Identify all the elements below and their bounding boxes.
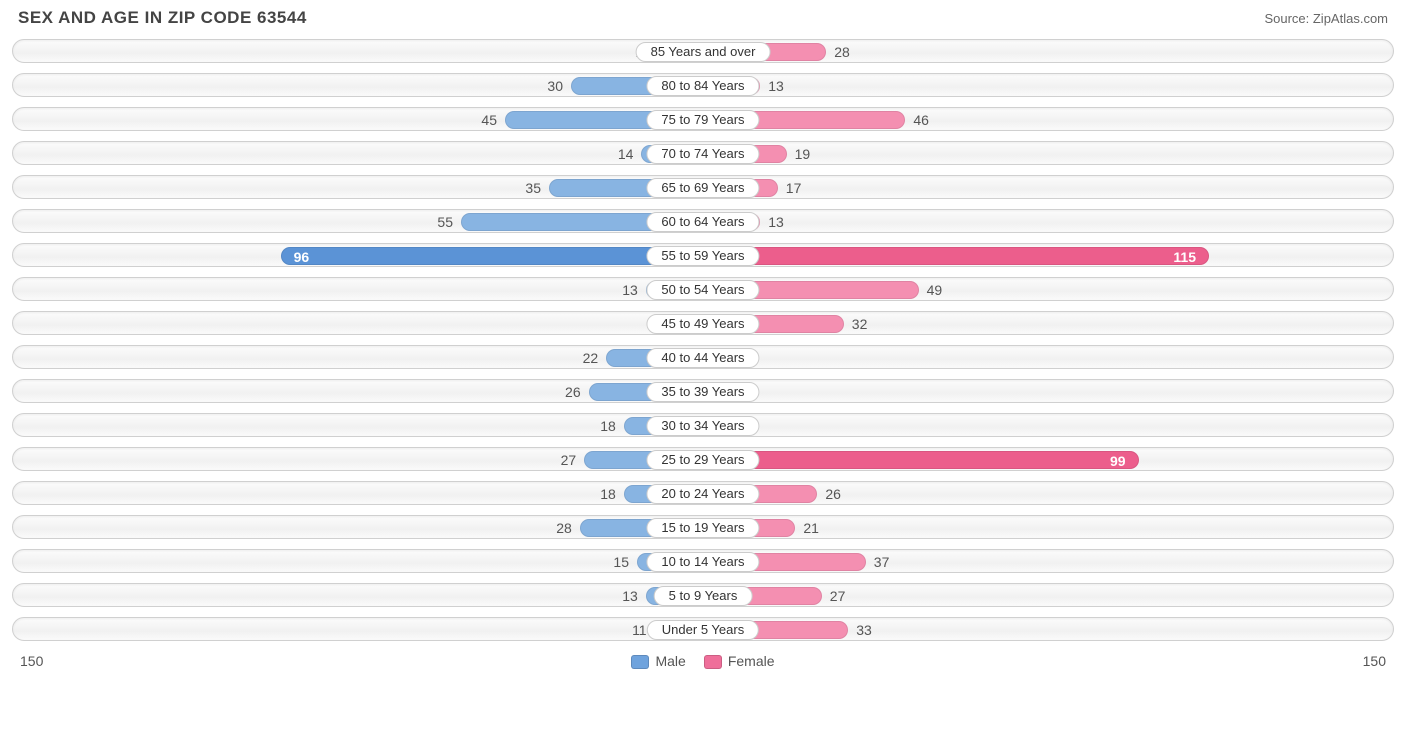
age-group-label: 80 to 84 Years — [646, 76, 759, 96]
female-value: 32 — [852, 312, 868, 336]
age-group-label: 5 to 9 Years — [654, 586, 753, 606]
male-value: 18 — [600, 482, 616, 506]
male-value: 11 — [632, 618, 647, 642]
age-group-label: 55 to 59 Years — [646, 246, 759, 266]
age-group-label: 45 to 49 Years — [646, 314, 759, 334]
age-row-track: 13 49 50 to 54 Years — [12, 277, 1394, 301]
male-value: 35 — [525, 176, 541, 200]
age-row-track: 22240 to 44 Years — [12, 345, 1394, 369]
male-value: 13 — [622, 584, 638, 608]
age-row-track: 102885 Years and over — [12, 39, 1394, 63]
female-value: 21 — [803, 516, 819, 540]
male-value: 26 — [565, 380, 581, 404]
legend-female: Female — [704, 653, 775, 669]
age-group-label: 70 to 74 Years — [646, 144, 759, 164]
age-row-track: 11 33 Under 5 Years — [12, 617, 1394, 641]
age-row-track: 18430 to 34 Years — [12, 413, 1394, 437]
male-value: 55 — [437, 210, 453, 234]
female-value: 13 — [768, 74, 784, 98]
chart-area: 102885 Years and over301380 to 84 Years4… — [12, 39, 1394, 641]
age-group-label: 35 to 39 Years — [646, 382, 759, 402]
legend-male: Male — [631, 653, 685, 669]
male-value: 27 — [561, 448, 577, 472]
male-value: 28 — [556, 516, 572, 540]
age-row-track: 96 115 55 to 59 Years — [12, 243, 1394, 267]
age-row-track: 73245 to 49 Years — [12, 311, 1394, 335]
age-row-track: 13 27 5 to 9 Years — [12, 583, 1394, 607]
age-group-label: 10 to 14 Years — [646, 552, 759, 572]
legend-male-label: Male — [655, 653, 685, 669]
female-value: 19 — [795, 142, 811, 166]
male-value: 18 — [600, 414, 616, 438]
female-value: 115 — [1173, 248, 1208, 266]
male-swatch-icon — [631, 655, 649, 669]
male-value: 14 — [618, 142, 634, 166]
female-value: 17 — [786, 176, 802, 200]
axis-row: 150 Male Female 150 — [12, 651, 1394, 669]
age-row-track: 14 19 70 to 74 Years — [12, 141, 1394, 165]
age-row-track: 18 26 20 to 24 Years — [12, 481, 1394, 505]
chart-title: SEX AND AGE IN ZIP CODE 63544 — [18, 8, 307, 28]
female-value: 33 — [856, 618, 872, 642]
male-value: 22 — [583, 346, 599, 370]
female-value: 26 — [825, 482, 841, 506]
male-value: 96 — [282, 249, 310, 265]
female-value: 99 — [1110, 452, 1138, 470]
age-row-track: 55 13 60 to 64 Years — [12, 209, 1394, 233]
axis-max-right: 150 — [1363, 653, 1386, 669]
age-row-track: 15 37 10 to 14 Years — [12, 549, 1394, 573]
age-group-label: 30 to 34 Years — [646, 416, 759, 436]
legend-female-label: Female — [728, 653, 775, 669]
male-value: 15 — [613, 550, 629, 574]
chart-source: Source: ZipAtlas.com — [1264, 11, 1388, 26]
age-row-track: 30 13 80 to 84 Years — [12, 73, 1394, 97]
male-value: 30 — [547, 74, 563, 98]
female-value: 28 — [834, 40, 850, 64]
female-swatch-icon — [704, 655, 722, 669]
age-row-track: 45 46 75 to 79 Years — [12, 107, 1394, 131]
male-bar: 96 — [281, 247, 703, 265]
age-row-track: 99 27 25 to 29 Years — [12, 447, 1394, 471]
female-bar: 99 — [703, 451, 1139, 469]
age-row-track: 35 17 65 to 69 Years — [12, 175, 1394, 199]
age-row-track: 28 21 15 to 19 Years — [12, 515, 1394, 539]
female-value: 27 — [830, 584, 846, 608]
age-group-label: 85 Years and over — [636, 42, 771, 62]
age-group-label: 15 to 19 Years — [646, 518, 759, 538]
age-group-label: 60 to 64 Years — [646, 212, 759, 232]
age-group-label: 50 to 54 Years — [646, 280, 759, 300]
male-value: 45 — [481, 108, 497, 132]
female-value: 49 — [927, 278, 943, 302]
male-value: 13 — [622, 278, 638, 302]
female-value: 13 — [768, 210, 784, 234]
age-group-label: 75 to 79 Years — [646, 110, 759, 130]
legend: Male Female — [631, 653, 774, 669]
female-bar: 115 — [703, 247, 1209, 265]
age-group-label: 65 to 69 Years — [646, 178, 759, 198]
age-group-label: 40 to 44 Years — [646, 348, 759, 368]
female-value: 37 — [874, 550, 890, 574]
age-group-label: Under 5 Years — [647, 620, 759, 640]
axis-max-left: 150 — [20, 653, 43, 669]
female-value: 46 — [913, 108, 929, 132]
age-row-track: 26735 to 39 Years — [12, 379, 1394, 403]
age-group-label: 25 to 29 Years — [646, 450, 759, 470]
age-group-label: 20 to 24 Years — [646, 484, 759, 504]
